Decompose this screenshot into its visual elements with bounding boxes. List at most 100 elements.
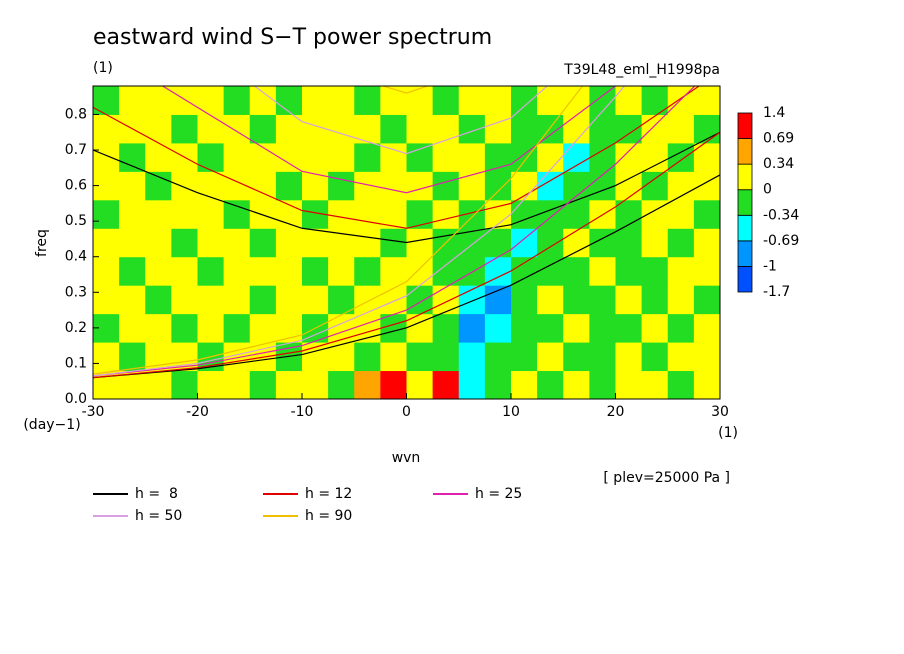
field-cell <box>275 171 303 201</box>
field-cell <box>223 313 251 343</box>
field-cell <box>432 285 460 315</box>
dispersion-curve <box>93 86 584 375</box>
field-cell <box>484 285 512 315</box>
field-cell <box>197 228 225 258</box>
colorbar-box <box>737 112 753 139</box>
colorbar-box <box>737 214 753 242</box>
field-cell <box>302 342 329 372</box>
y-tick-label: 0.2 <box>65 320 87 336</box>
field-cell <box>171 228 198 258</box>
y-tick-label: 0.4 <box>65 249 87 265</box>
field-cell <box>380 370 407 399</box>
field-cell <box>302 142 329 172</box>
field-cell <box>380 285 407 315</box>
field-cell <box>93 342 120 372</box>
field-cell <box>249 171 277 201</box>
field-cell <box>328 256 355 286</box>
field-cell <box>511 285 538 315</box>
field-cell <box>667 370 695 399</box>
field-cell <box>458 256 486 286</box>
field-cell <box>589 285 616 315</box>
field-cell <box>484 228 512 258</box>
field-cell <box>484 142 512 172</box>
field-cell <box>484 86 512 115</box>
field-cell <box>145 313 172 343</box>
field-cell <box>406 370 434 399</box>
field-cell <box>511 313 538 343</box>
field-cell <box>302 285 329 315</box>
field-cell <box>641 114 669 144</box>
field-cell <box>380 114 407 144</box>
field-cell <box>249 86 277 115</box>
field-cell <box>563 199 590 229</box>
field-cell <box>197 256 225 286</box>
dispersion-curve <box>93 86 701 229</box>
field-cell <box>223 285 251 315</box>
field-cell <box>275 285 303 315</box>
field-cell <box>615 171 643 201</box>
field-cell <box>197 199 225 229</box>
field-cell <box>667 342 695 372</box>
field-cell <box>275 86 303 115</box>
field-cell <box>537 313 564 343</box>
field-cell <box>615 142 643 172</box>
field-cell <box>406 342 434 372</box>
field-cell <box>563 342 590 372</box>
field-cell <box>119 228 146 258</box>
colorbar-label: -1 <box>763 258 777 274</box>
field-cell <box>693 313 720 343</box>
field-cell <box>145 114 172 144</box>
y-tick-label: 0.0 <box>65 391 87 407</box>
dispersion-curve <box>253 86 549 155</box>
field-cell <box>119 199 146 229</box>
field-cell <box>432 370 460 399</box>
field-cell <box>93 256 120 286</box>
field-cell <box>615 313 643 343</box>
field-cell <box>458 342 486 372</box>
run-label: T39L48_eml_H1998pa <box>563 62 720 78</box>
colorbar-label: 0 <box>763 182 772 198</box>
field-cell <box>119 285 146 315</box>
field-cell <box>563 142 590 172</box>
colorbar-box <box>737 138 753 165</box>
field-cell <box>589 370 616 399</box>
dispersion-curve <box>161 86 617 194</box>
field-cell <box>641 370 669 399</box>
field-cell <box>119 342 146 372</box>
field-cell <box>354 199 381 229</box>
legend-label: h = 90 <box>305 508 352 524</box>
field-cell <box>354 142 381 172</box>
field-cell <box>693 342 720 372</box>
dispersion-curve <box>93 86 696 377</box>
y-tick-label: 0.7 <box>65 142 87 158</box>
curves <box>93 86 720 379</box>
dispersion-curve <box>93 131 720 244</box>
field-cell <box>511 370 538 399</box>
field-cell <box>563 370 590 399</box>
field-cell <box>641 171 669 201</box>
field-cell <box>275 228 303 258</box>
field-cell <box>223 199 251 229</box>
field-cell <box>380 256 407 286</box>
field-cell <box>328 199 355 229</box>
legend-label: h = 12 <box>305 486 352 502</box>
field-cell <box>563 285 590 315</box>
field-cell <box>406 142 434 172</box>
field-cell <box>145 285 172 315</box>
colorbar-label: 0.69 <box>763 131 794 147</box>
field-cell <box>302 370 329 399</box>
field-cell <box>641 285 669 315</box>
field-cell <box>406 285 434 315</box>
field-cell <box>563 114 590 144</box>
field-cell <box>484 370 512 399</box>
field-cell <box>249 114 277 144</box>
field-cell <box>406 228 434 258</box>
field-cell <box>432 142 460 172</box>
field-cell <box>302 256 329 286</box>
field-cell <box>380 342 407 372</box>
y-tick-label: 0.3 <box>65 284 87 300</box>
field-cell <box>615 342 643 372</box>
field-cell <box>354 228 381 258</box>
field-cell <box>693 86 720 115</box>
colorbar-box <box>737 266 753 293</box>
